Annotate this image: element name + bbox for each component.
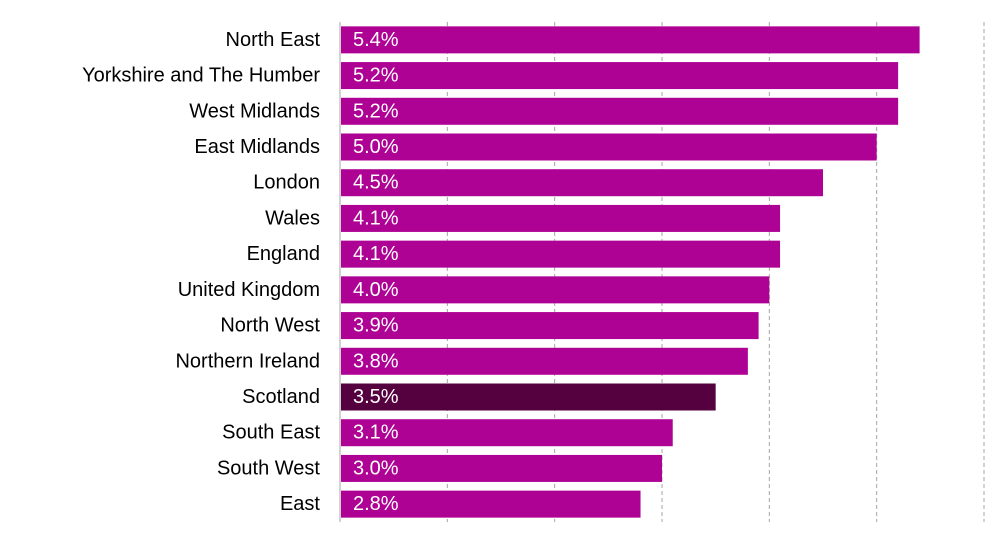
category-label-east-midlands: East Midlands <box>194 136 320 158</box>
bar-scotland <box>341 383 716 411</box>
data-label-east: 2.8% <box>353 493 399 515</box>
category-label-south-east: South East <box>222 422 320 444</box>
data-label-wales: 4.1% <box>353 207 399 229</box>
data-label-east-midlands: 5.0% <box>353 136 399 158</box>
bar-north-west <box>341 312 759 340</box>
bar-west-midlands <box>341 97 899 125</box>
data-label-west-midlands: 5.2% <box>353 100 399 122</box>
category-label-united-kingdom: United Kingdom <box>178 279 320 301</box>
category-label-yorkshire-and-the-humber: Yorkshire and The Humber <box>82 65 320 87</box>
data-label-scotland: 3.5% <box>353 386 399 408</box>
category-label-northern-ireland: Northern Ireland <box>175 350 320 372</box>
bar-south-west <box>341 454 662 482</box>
bar-east <box>341 490 641 518</box>
category-label-north-east: North East <box>226 29 321 51</box>
bar-wales <box>341 204 781 232</box>
bar-northern-ireland <box>341 347 748 375</box>
category-label-london: London <box>253 172 320 194</box>
category-label-north-west: North West <box>220 315 320 337</box>
data-label-north-east: 5.4% <box>353 29 399 51</box>
bars <box>341 26 920 518</box>
data-label-south-east: 3.1% <box>353 422 399 444</box>
data-labels: 5.4% 5.2% 5.2% 5.0% 4.5% 4.1% 4.1% 4.0% 3.9% 3.8%… <box>353 29 399 515</box>
bar-east-midlands <box>341 133 877 161</box>
gridlines <box>446 22 985 522</box>
category-label-scotland: Scotland <box>242 386 320 408</box>
bar-england <box>341 240 781 268</box>
bar-south-east <box>341 419 673 447</box>
data-label-south-west: 3.0% <box>353 457 399 479</box>
bar-yorkshire-and-the-humber <box>341 62 899 90</box>
data-label-north-west: 3.9% <box>353 315 399 337</box>
data-label-london: 4.5% <box>353 172 399 194</box>
category-label-england: England <box>247 243 320 265</box>
category-label-wales: Wales <box>265 207 320 229</box>
bar-north-east <box>341 26 920 54</box>
data-label-united-kingdom: 4.0% <box>353 279 399 301</box>
category-label-west-midlands: West Midlands <box>189 100 320 122</box>
category-label-east: East <box>280 493 320 515</box>
data-label-yorkshire-and-the-humber: 5.2% <box>353 65 399 87</box>
category-label-south-west: South West <box>217 457 320 479</box>
data-label-northern-ireland: 3.8% <box>353 350 399 372</box>
category-labels: North East Yorkshire and The Humber West M… <box>82 29 320 515</box>
bar-united-kingdom <box>341 276 770 304</box>
bar-london <box>341 169 823 197</box>
data-label-england: 4.1% <box>353 243 399 265</box>
